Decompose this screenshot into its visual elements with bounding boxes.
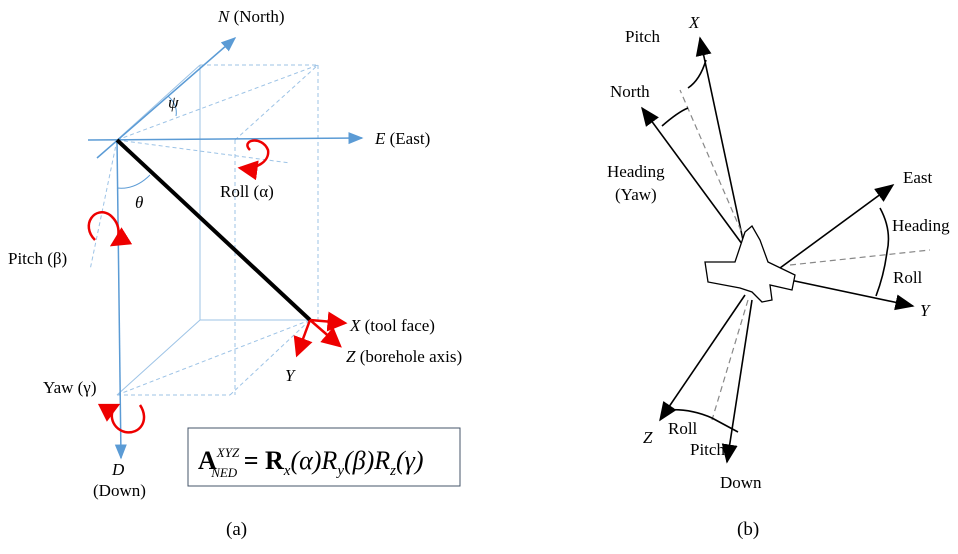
yaw-label: Yaw (γ) (43, 378, 96, 397)
y-arrow (297, 320, 310, 355)
pitch-label: Pitch (β) (8, 249, 67, 268)
panel-a: N (North) E (East) ψ θ Roll (α) Pitch (β… (8, 7, 462, 540)
aircraft (705, 226, 795, 302)
caption-b: (b) (737, 519, 759, 540)
roll-right: Roll (893, 268, 923, 287)
panel-b: X Pitch North Heading (Yaw) East Heading… (607, 13, 950, 540)
dash-heading (680, 90, 745, 240)
pitch-arc (688, 60, 706, 88)
yaw-arrow (112, 405, 144, 432)
z-axis (660, 295, 745, 420)
theta-label: θ (135, 193, 143, 212)
roll-bottom: Roll (668, 419, 698, 438)
east-axis (88, 138, 362, 140)
pitch-arrow (89, 212, 119, 245)
prism (90, 65, 318, 395)
y-label: Y (285, 366, 296, 385)
north-label: North (610, 82, 650, 101)
psi-label: ψ (168, 93, 179, 112)
z-arrow (310, 320, 340, 346)
figure: N (North) E (East) ψ θ Roll (α) Pitch (β… (0, 0, 958, 554)
x-arrow (310, 320, 345, 323)
x-label: X (688, 13, 700, 32)
east-label: E (East) (374, 129, 430, 148)
down-axis (727, 300, 752, 462)
east-label: East (903, 168, 933, 187)
down-label: Down (720, 473, 762, 492)
theta-arc (117, 175, 150, 188)
borehole (117, 140, 310, 320)
roll-arrow (240, 141, 268, 169)
down-letter: D (111, 460, 125, 479)
x-label: X (tool face) (349, 316, 435, 335)
roll-label: Roll (α) (220, 182, 274, 201)
heading-yaw-2: (Yaw) (615, 185, 657, 204)
east-axis (780, 185, 893, 268)
right-arcs (876, 208, 888, 296)
down-name: (Down) (93, 481, 146, 500)
dash-east (790, 250, 930, 265)
heading-right: Heading (892, 216, 950, 235)
heading-arc (662, 108, 688, 126)
pitch-top: Pitch (625, 27, 660, 46)
y-label: Y (920, 301, 931, 320)
z-label: Z (borehole axis) (346, 347, 462, 366)
north-label: N (North) (217, 7, 285, 26)
z-label: Z (643, 428, 653, 447)
caption-a: (a) (226, 519, 247, 540)
x-axis (700, 38, 743, 240)
pitch-bottom: Pitch (690, 440, 725, 459)
heading-yaw: Heading (607, 162, 665, 181)
